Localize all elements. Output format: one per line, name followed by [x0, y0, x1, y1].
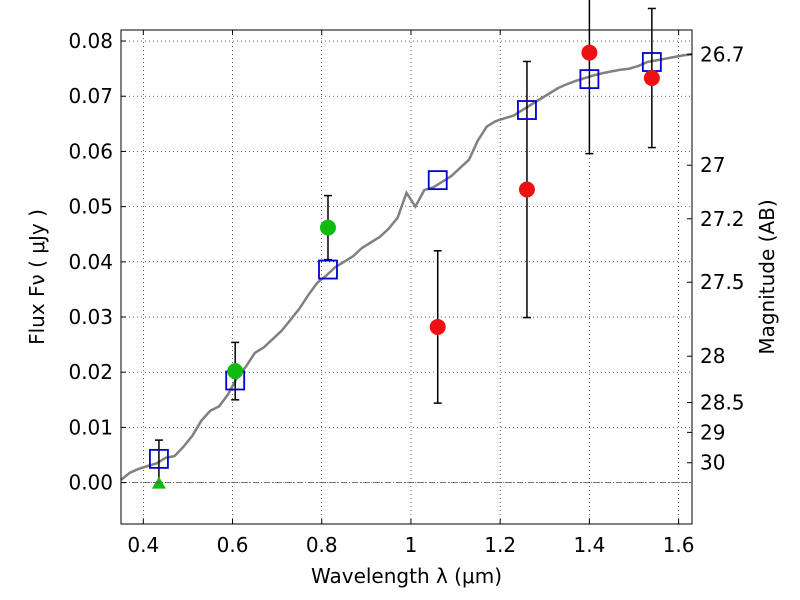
magnitude-tick-label: 28	[700, 344, 725, 368]
observed-flux-point	[429, 318, 446, 335]
y-axis-label: Flux Fν ( μJy )	[25, 209, 49, 345]
y-tick-label: 0.06	[68, 139, 113, 163]
magnitude-axis-ticks: 26.7 27 27.2 27.5 28 28.5 29 30	[687, 42, 745, 475]
model-spectrum	[120, 53, 693, 481]
x-tick-label: 1.6	[663, 533, 695, 557]
data-markers	[149, 44, 662, 489]
magnitude-tick-label: 27	[700, 153, 725, 177]
x-tick-label: 1.2	[484, 533, 516, 557]
y-axis-ticks: 0.00 0.01 0.02 0.03 0.04 0.05 0.06 0.07 0.08	[68, 29, 126, 495]
x-axis-ticks: 0.4 0.6 0.8 1 1.2 1.4 1.6	[127, 30, 695, 557]
x-axis-label: Wavelength λ (μm)	[311, 564, 502, 588]
y-tick-label: 0.04	[68, 250, 113, 274]
magnitude-tick-label: 28.5	[700, 391, 745, 415]
magnitude-tick-label: 29	[700, 420, 725, 444]
y-tick-label: 0.08	[68, 29, 113, 53]
y-tick-label: 0.03	[68, 305, 113, 329]
model-photometry-square	[517, 100, 537, 120]
x-tick-label: 1	[405, 533, 418, 557]
magnitude-tick-label: 30	[700, 451, 725, 475]
magnitude-tick-label: 26.7	[700, 42, 745, 66]
magnitude-axis-label: Magnitude (AB)	[755, 199, 779, 354]
model-photometry-square	[427, 170, 448, 191]
x-tick-label: 0.8	[306, 533, 338, 557]
model-photometry-square	[579, 69, 600, 90]
y-tick-label: 0.00	[68, 471, 113, 495]
grid	[121, 30, 692, 524]
y-tick-label: 0.05	[68, 195, 113, 219]
plot-frame	[120, 29, 693, 525]
model-photometry-square	[149, 448, 169, 469]
observed-flux-point	[319, 219, 336, 236]
y-tick-label: 0.01	[68, 415, 113, 439]
observed-flux-point	[518, 181, 535, 198]
model-spectrum-line	[120, 53, 693, 481]
x-tick-label: 0.6	[217, 533, 249, 557]
x-tick-label: 1.4	[573, 533, 605, 557]
observed-flux-point	[227, 363, 244, 380]
magnitude-tick-label: 27.5	[700, 270, 745, 294]
magnitude-tick-label: 27.2	[700, 207, 745, 231]
y-tick-label: 0.02	[68, 360, 113, 384]
model-photometry-square	[318, 259, 338, 280]
x-tick-label: 0.4	[127, 533, 159, 557]
observed-flux-point	[643, 70, 660, 87]
observed-flux-point	[581, 44, 598, 61]
y-tick-label: 0.07	[68, 84, 113, 108]
